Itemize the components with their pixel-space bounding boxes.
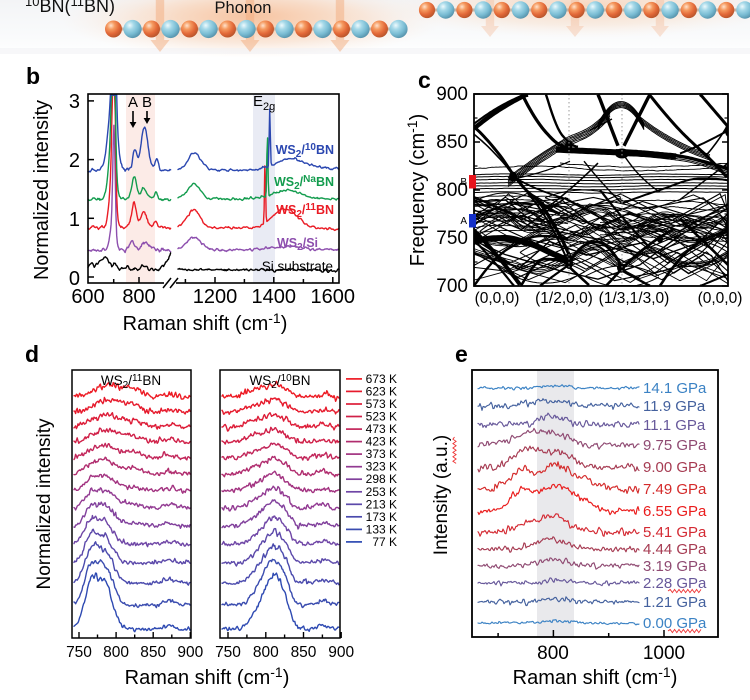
svg-text:(1/2,0,0): (1/2,0,0)	[535, 290, 593, 307]
svg-text:9.00 GPa: 9.00 GPa	[643, 459, 707, 476]
svg-text:900: 900	[436, 84, 468, 105]
svg-text:133 K: 133 K	[366, 522, 397, 536]
svg-text:Normalized intensity: Normalized intensity	[34, 418, 55, 590]
svg-text:523 K: 523 K	[366, 410, 397, 424]
svg-text:750: 750	[215, 644, 241, 661]
svg-text:Phonon: Phonon	[215, 0, 272, 17]
svg-text:Raman shift (cm-1): Raman shift (cm-1)	[513, 664, 678, 689]
svg-text:3: 3	[69, 91, 80, 113]
svg-text:473 K: 473 K	[366, 422, 397, 436]
svg-text:WS2/11BN: WS2/11BN	[101, 373, 161, 391]
svg-text:(1/3,1/3,0): (1/3,1/3,0)	[599, 290, 670, 307]
svg-text:1400: 1400	[252, 286, 297, 308]
svg-text:Si substrate: Si substrate	[262, 259, 333, 274]
svg-text:14.1 GPa: 14.1 GPa	[643, 380, 707, 397]
svg-text:B: B	[142, 94, 152, 111]
svg-text:b: b	[26, 63, 40, 89]
svg-text:800: 800	[122, 286, 155, 308]
svg-text:(0,0,0): (0,0,0)	[698, 290, 743, 307]
svg-text:Frequency (cm-1): Frequency (cm-1)	[404, 114, 429, 267]
svg-text:B: B	[460, 177, 467, 188]
svg-text:7.49 GPa: 7.49 GPa	[643, 481, 707, 498]
svg-text:Normalized intensity: Normalized intensity	[31, 100, 53, 280]
svg-text:323 K: 323 K	[366, 460, 397, 474]
svg-text:173 K: 173 K	[366, 510, 397, 524]
svg-text:800: 800	[253, 644, 279, 661]
svg-text:373 K: 373 K	[366, 447, 397, 461]
svg-text:WS2/10BN: WS2/10BN	[276, 142, 334, 160]
svg-text:WS2/10BN: WS2/10BN	[250, 373, 311, 391]
svg-text:253 K: 253 K	[366, 485, 397, 499]
svg-text:600: 600	[71, 286, 104, 308]
svg-text:1200: 1200	[193, 286, 238, 308]
svg-text:900: 900	[177, 644, 203, 661]
svg-text:1.21 GPa: 1.21 GPa	[643, 594, 707, 611]
svg-text:d: d	[25, 341, 39, 367]
svg-text:c: c	[418, 67, 431, 93]
svg-text:6.55 GPa: 6.55 GPa	[643, 503, 707, 520]
svg-text:850: 850	[436, 132, 468, 153]
svg-text:800: 800	[103, 644, 129, 661]
svg-text:850: 850	[140, 644, 166, 661]
svg-text:700: 700	[436, 276, 468, 297]
svg-text:900: 900	[328, 644, 354, 661]
svg-text:10BN(11BN): 10BN(11BN)	[25, 0, 115, 16]
svg-text:573 K: 573 K	[366, 397, 397, 411]
svg-text:(0,0,0): (0,0,0)	[475, 290, 520, 307]
svg-text:673 K: 673 K	[366, 372, 397, 386]
svg-text:WS2/NaBN: WS2/NaBN	[274, 174, 334, 192]
svg-text:1600: 1600	[311, 286, 356, 308]
svg-text:A: A	[460, 216, 467, 227]
svg-text:2: 2	[69, 150, 80, 172]
svg-text:5.41 GPa: 5.41 GPa	[643, 524, 707, 541]
svg-text:e: e	[455, 341, 468, 367]
svg-text:A: A	[128, 94, 138, 111]
svg-text:0.00 GPa: 0.00 GPa	[643, 615, 707, 632]
svg-text:11.9 GPa: 11.9 GPa	[643, 398, 706, 415]
svg-text:623 K: 623 K	[366, 384, 397, 398]
svg-text:298 K: 298 K	[366, 472, 397, 486]
svg-text:750: 750	[436, 228, 468, 249]
svg-text:1000: 1000	[643, 643, 685, 664]
svg-text:11.1 GPa: 11.1 GPa	[643, 417, 706, 434]
svg-text:1: 1	[69, 209, 80, 231]
svg-text:Raman shift (cm-1): Raman shift (cm-1)	[123, 310, 288, 335]
svg-text:WS2/11BN: WS2/11BN	[276, 202, 334, 220]
svg-text:800: 800	[436, 180, 468, 201]
svg-text:Raman shift (cm-1): Raman shift (cm-1)	[125, 664, 290, 689]
svg-text:800: 800	[537, 643, 569, 664]
svg-text:423 K: 423 K	[366, 435, 397, 449]
svg-text:Intensity (a.u.): Intensity (a.u.)	[431, 435, 452, 555]
svg-text:750: 750	[66, 644, 92, 661]
svg-text:0: 0	[69, 268, 80, 290]
svg-text:2.28 GPa: 2.28 GPa	[643, 575, 707, 592]
svg-text:850: 850	[291, 644, 317, 661]
svg-text:4.44 GPa: 4.44 GPa	[643, 541, 707, 558]
svg-text:3.19 GPa: 3.19 GPa	[643, 558, 707, 575]
svg-text:WS2/Si: WS2/Si	[277, 236, 318, 253]
svg-text:9.75 GPa: 9.75 GPa	[643, 437, 707, 454]
svg-text:213 K: 213 K	[366, 497, 397, 511]
svg-text:77 K: 77 K	[372, 535, 397, 549]
